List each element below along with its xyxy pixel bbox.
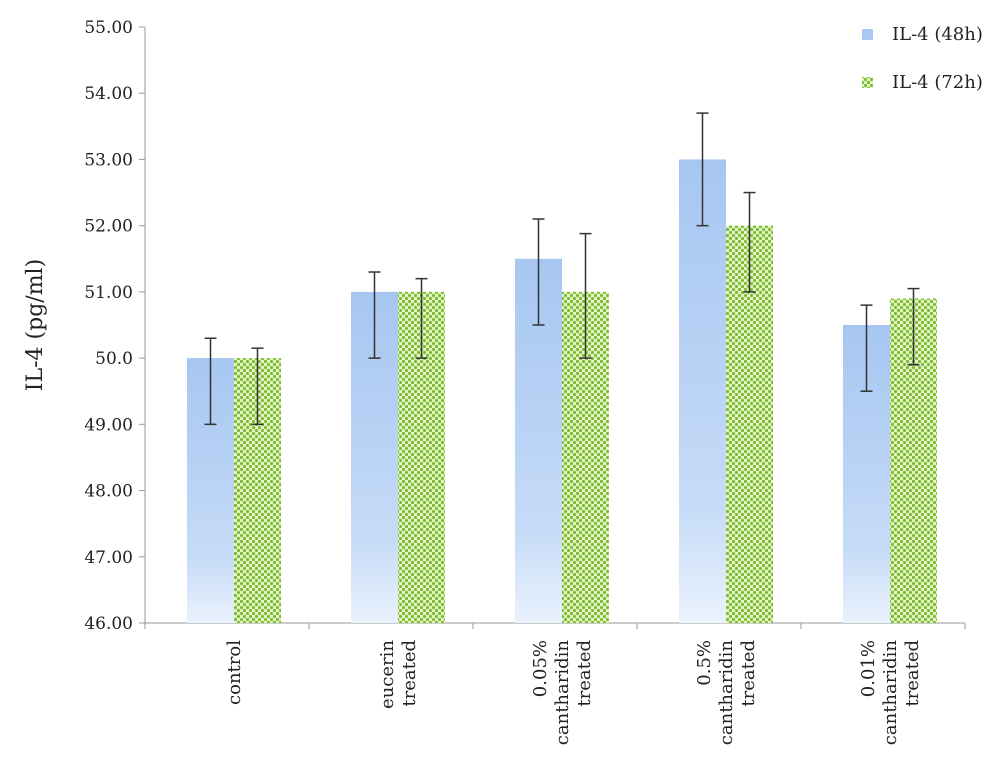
x-tick-label: treated [902, 640, 923, 707]
y-tick-label: 50.0 [95, 349, 133, 369]
x-tick-label: 0.01% [858, 640, 879, 697]
legend-label: IL-4 (48h) [892, 24, 983, 45]
y-tick-label: 52.00 [84, 217, 133, 237]
y-tick-label: 54.00 [84, 84, 133, 104]
x-tick-label: cantharidin [552, 640, 573, 746]
x-tick-label: treated [738, 640, 759, 707]
y-tick-label: 53.00 [84, 150, 133, 170]
x-tick-label: treated [399, 640, 420, 707]
y-tick-label: 51.00 [84, 283, 133, 303]
x-tick-label: cantharidin [880, 640, 901, 746]
y-tick-label: 55.00 [84, 18, 133, 38]
legend-swatch-72h [862, 77, 873, 88]
y-tick-label: 49.00 [84, 415, 133, 435]
legend-swatch-48h [862, 29, 873, 40]
x-tick-label: 0.5% [694, 640, 715, 686]
legend-label: IL-4 (72h) [892, 72, 983, 93]
x-tick-label: cantharidin [716, 640, 737, 746]
y-tick-label: 48.00 [84, 482, 133, 502]
y-tick-label: 47.00 [84, 548, 133, 568]
x-tick-label: eucerin [377, 640, 398, 709]
y-tick-label: 46.00 [84, 614, 133, 634]
x-tick-label: treated [574, 640, 595, 707]
y-axis-title: IL-4 (pg/ml) [23, 259, 48, 391]
x-tick-label: control [224, 640, 245, 705]
x-tick-label: 0.05% [530, 640, 551, 697]
bar-48h [679, 159, 726, 623]
